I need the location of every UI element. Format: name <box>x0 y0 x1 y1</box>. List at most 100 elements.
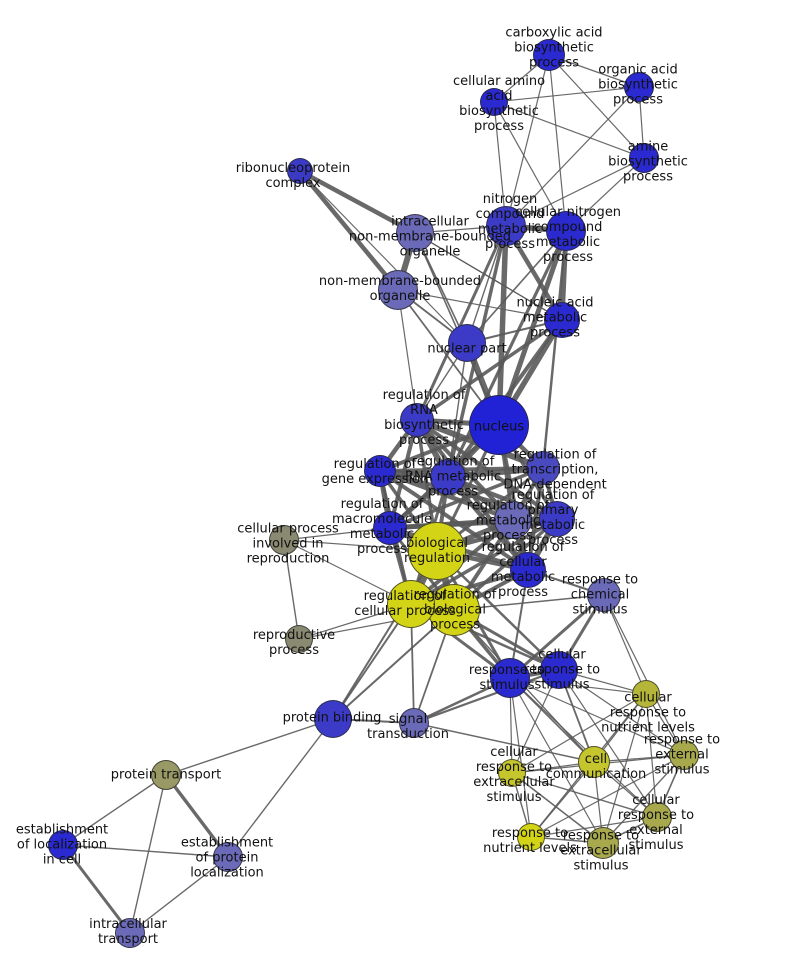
graph-node-organic-acid-biosynthetic-process[interactable] <box>624 72 654 102</box>
graph-node-regulation-of-cellular-metabolic-process[interactable] <box>510 552 546 588</box>
graph-node-label-cellular-response-to-nutrient-levels: cellular response to nutrient levels <box>601 690 695 736</box>
graph-node-establishment-of-localization-in-cell[interactable] <box>48 830 78 860</box>
graph-node-regulation-of-cellular-process[interactable] <box>387 580 435 628</box>
graph-node-regulation-of-macromolecule-metabolic-process[interactable] <box>373 511 407 545</box>
graph-node-cellular-process-involved-in-reproduction[interactable] <box>269 525 299 555</box>
graph-node-non-membrane-bounded-organelle[interactable] <box>378 270 418 310</box>
graph-edge <box>511 693 647 774</box>
graph-edge <box>505 54 550 227</box>
graph-node-label-nucleic-acid-metabolic-process: nucleic acid metabolic process <box>516 295 594 341</box>
graph-edge <box>378 469 530 572</box>
graph-edge <box>283 527 391 541</box>
graph-node-response-to-stimulus[interactable] <box>490 658 530 698</box>
graph-edge <box>299 170 468 344</box>
graph-edge <box>602 754 685 844</box>
graph-edge <box>530 754 685 838</box>
graph-node-cellular-nitrogen-compound-metabolic-process[interactable] <box>546 211 586 251</box>
graph-node-label-response-to-extracellular-stimulus: response to extracellular stimulus <box>560 828 642 874</box>
graph-node-nitrogen-compound-metabolic-process[interactable] <box>486 206 526 246</box>
graph-node-cellular-amino-acid-biosynthetic-process[interactable] <box>480 88 508 116</box>
graph-node-nucleus[interactable] <box>469 395 529 455</box>
graph-node-nucleic-acid-metabolic-process[interactable] <box>544 302 580 338</box>
graph-edge <box>548 54 645 159</box>
graph-edge <box>62 844 229 858</box>
graph-node-label-regulation-of-cellular-process: regulation of cellular process <box>354 589 456 619</box>
graph-node-label-establishment-of-protein-localization: establishment of protein localization <box>180 835 274 881</box>
graph-edge <box>332 609 455 720</box>
graph-edge <box>509 677 685 756</box>
graph-node-amine-biosynthetic-process[interactable] <box>629 143 659 173</box>
graph-node-signal-transduction[interactable] <box>399 708 429 738</box>
graph-edge <box>466 230 567 344</box>
graph-node-regulation-of-rna-metabolic-process[interactable] <box>430 459 466 495</box>
graph-node-protein-binding[interactable] <box>314 700 352 738</box>
graph-node-response-to-extracellular-stimulus[interactable] <box>587 827 619 859</box>
graph-node-label-establishment-of-localization-in-cell: establishment of localization in cell <box>15 822 109 868</box>
graph-node-label-intracellular-transport: intracellular transport <box>89 917 167 947</box>
graph-node-cellular-response-to-stimulus[interactable] <box>540 651 578 689</box>
graph-node-label-intracellular-non-membrane-bounded-organelle: intracellular non-membrane-bounded organ… <box>348 214 512 260</box>
graph-node-intracellular-non-membrane-bounded-organelle[interactable] <box>396 214 434 252</box>
graph-node-label-regulation-of-transcription-dna-dependent: regulation of transcription, DNA-depende… <box>503 447 607 493</box>
graph-node-label-protein-binding: protein binding <box>282 710 382 726</box>
graph-edge <box>645 693 658 818</box>
graph-edge <box>509 677 604 844</box>
graph-node-carboxylic-acid-biosynthetic-process[interactable] <box>533 39 565 71</box>
graph-node-regulation-of-rna-biosynthetic-process[interactable] <box>400 403 434 437</box>
graph-edge <box>493 101 567 232</box>
graph-node-response-to-external-stimulus[interactable] <box>669 740 699 770</box>
graph-node-regulation-of-gene-expression[interactable] <box>364 455 396 487</box>
graph-edge <box>509 593 605 680</box>
graph-edge <box>541 230 568 469</box>
graph-node-regulation-of-biological-process[interactable] <box>428 584 480 636</box>
graph-edge <box>298 169 400 292</box>
graph-node-regulation-of-primary-metabolic-process[interactable] <box>539 501 575 537</box>
graph-edge <box>496 225 509 426</box>
graph-edge <box>493 86 640 103</box>
graph-node-regulation-of-metabolic-process[interactable] <box>494 501 532 539</box>
graph-edge <box>558 669 685 756</box>
graph-node-label-regulation-of-gene-expression: regulation of gene expression <box>321 457 429 487</box>
graph-node-label-nuclear-part: nuclear part <box>427 341 507 357</box>
graph-node-reproductive-process[interactable] <box>285 625 313 653</box>
graph-edge <box>603 594 685 756</box>
graph-node-label-cellular-amino-acid-biosynthetic-process: cellular amino acid biosynthetic process <box>452 74 546 134</box>
graph-node-label-cellular-response-to-stimulus: cellular response to stimulus <box>523 647 601 693</box>
graph-edge <box>511 772 604 844</box>
graph-node-response-to-nutrient-levels[interactable] <box>517 823 545 851</box>
graph-node-label-signal-transduction: signal transduction <box>367 712 449 742</box>
graph-edge <box>505 86 640 227</box>
graph-edge <box>397 289 418 421</box>
graph-node-ribonucleoprotein-complex[interactable] <box>287 158 313 184</box>
graph-node-label-reproductive-process: reproductive process <box>252 628 336 658</box>
graph-node-biological-regulation[interactable] <box>408 522 466 580</box>
graph-node-label-regulation-of-biological-process: regulation of biological process <box>413 587 497 633</box>
graph-node-regulation-of-transcription-dna-dependent[interactable] <box>526 451 560 485</box>
graph-node-intracellular-transport[interactable] <box>115 918 145 948</box>
graph-node-label-cellular-response-to-extracellular-stimulus: cellular response to extracellular stimu… <box>473 745 555 805</box>
graph-node-label-regulation-of-rna-biosynthetic-process: regulation of RNA biosynthetic process <box>382 388 466 448</box>
graph-node-response-to-chemical-stimulus[interactable] <box>587 578 621 612</box>
graph-edge <box>466 225 507 344</box>
graph-node-cellular-response-to-nutrient-levels[interactable] <box>632 680 660 708</box>
graph-node-cellular-response-to-external-stimulus[interactable] <box>642 802 672 832</box>
graph-edge <box>129 774 167 934</box>
graph-node-cell-communication[interactable] <box>578 746 610 778</box>
graph-edge <box>530 816 658 838</box>
graph-node-label-organic-acid-biosynthetic-process: organic acid biosynthetic process <box>598 62 678 108</box>
graph-node-cellular-response-to-extracellular-stimulus[interactable] <box>498 759 526 787</box>
graph-node-label-biological-regulation: biological regulation <box>403 536 471 566</box>
graph-node-label-amine-biosynthetic-process: amine biosynthetic process <box>608 139 688 185</box>
graph-node-label-nucleus: nucleus <box>473 419 525 435</box>
graph-node-nuclear-part[interactable] <box>448 324 486 362</box>
graph-edge <box>493 101 645 159</box>
graph-edge <box>227 718 334 858</box>
graph-node-establishment-of-protein-localization[interactable] <box>213 842 243 872</box>
graph-edge <box>509 677 658 818</box>
graph-node-protein-transport[interactable] <box>151 760 181 790</box>
graph-node-label-response-to-chemical-stimulus: response to chemical stimulus <box>561 572 639 618</box>
graph-node-label-regulation-of-metabolic-process: regulation of metabolic process <box>466 498 550 544</box>
